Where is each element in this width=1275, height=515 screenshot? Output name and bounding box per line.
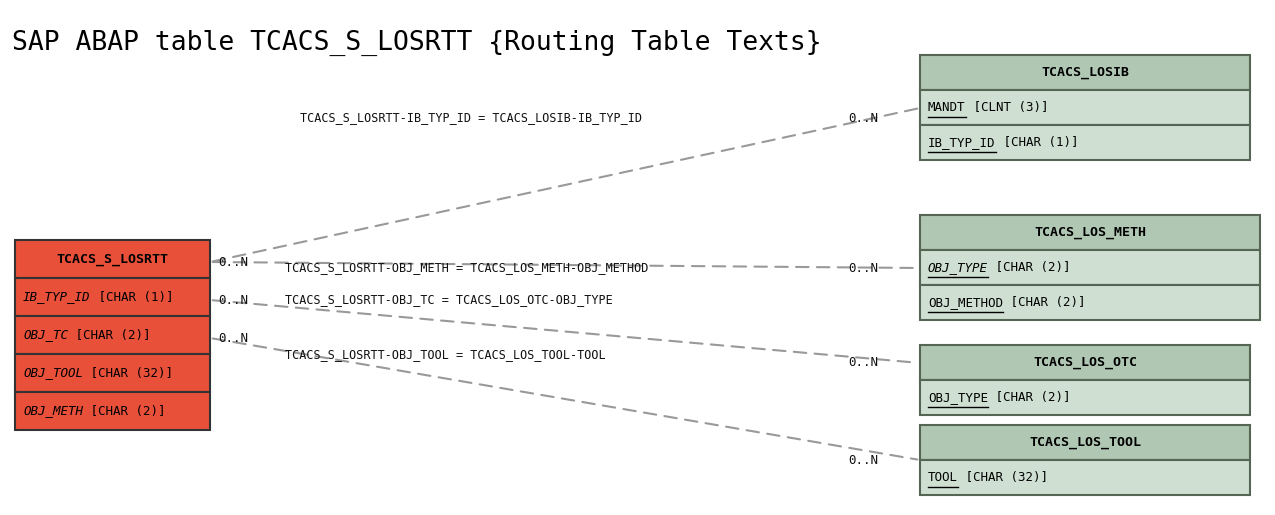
Text: IB_TYP_ID: IB_TYP_ID <box>928 136 996 149</box>
Text: MANDT: MANDT <box>928 101 965 114</box>
Text: [CLNT (3)]: [CLNT (3)] <box>965 101 1048 114</box>
FancyBboxPatch shape <box>15 240 210 278</box>
FancyBboxPatch shape <box>15 354 210 392</box>
Text: TOOL: TOOL <box>928 471 958 484</box>
FancyBboxPatch shape <box>921 125 1250 160</box>
Text: [CHAR (2)]: [CHAR (2)] <box>83 404 166 418</box>
FancyBboxPatch shape <box>15 392 210 430</box>
Text: TCACS_S_LOSRTT-OBJ_TOOL = TCACS_LOS_TOOL-TOOL: TCACS_S_LOSRTT-OBJ_TOOL = TCACS_LOS_TOOL… <box>286 349 606 362</box>
Text: TCACS_LOS_TOOL: TCACS_LOS_TOOL <box>1029 436 1141 449</box>
FancyBboxPatch shape <box>15 316 210 354</box>
FancyBboxPatch shape <box>921 215 1260 250</box>
FancyBboxPatch shape <box>921 380 1250 415</box>
Text: OBJ_METHOD: OBJ_METHOD <box>928 296 1003 309</box>
Text: TCACS_S_LOSRTT: TCACS_S_LOSRTT <box>56 252 168 266</box>
Text: TCACS_LOSIB: TCACS_LOSIB <box>1040 66 1128 79</box>
Text: 0..N: 0..N <box>848 454 878 467</box>
Text: [CHAR (2)]: [CHAR (2)] <box>988 391 1071 404</box>
Text: SAP ABAP table TCACS_S_LOSRTT {Routing Table Texts}: SAP ABAP table TCACS_S_LOSRTT {Routing T… <box>11 30 821 56</box>
Text: [CHAR (2)]: [CHAR (2)] <box>988 261 1071 274</box>
Text: TCACS_S_LOSRTT-IB_TYP_ID = TCACS_LOSIB-IB_TYP_ID: TCACS_S_LOSRTT-IB_TYP_ID = TCACS_LOSIB-I… <box>300 112 643 125</box>
Text: TCACS_LOS_METH: TCACS_LOS_METH <box>1034 226 1146 239</box>
FancyBboxPatch shape <box>921 425 1250 460</box>
Text: OBJ_TYPE: OBJ_TYPE <box>928 391 988 404</box>
FancyBboxPatch shape <box>921 250 1260 285</box>
FancyBboxPatch shape <box>921 345 1250 380</box>
Text: 0..N: 0..N <box>848 262 878 274</box>
Text: OBJ_METH: OBJ_METH <box>23 404 83 418</box>
Text: [CHAR (32)]: [CHAR (32)] <box>958 471 1048 484</box>
Text: 0..N: 0..N <box>218 255 249 268</box>
Text: IB_TYP_ID: IB_TYP_ID <box>23 290 91 303</box>
Text: 0..N: 0..N <box>848 356 878 369</box>
Text: TCACS_S_LOSRTT-OBJ_TC = TCACS_LOS_OTC-OBJ_TYPE: TCACS_S_LOSRTT-OBJ_TC = TCACS_LOS_OTC-OB… <box>286 294 613 306</box>
Text: [CHAR (2)]: [CHAR (2)] <box>1003 296 1086 309</box>
Text: [CHAR (1)]: [CHAR (1)] <box>996 136 1079 149</box>
Text: [CHAR (2)]: [CHAR (2)] <box>69 329 150 341</box>
FancyBboxPatch shape <box>921 460 1250 495</box>
FancyBboxPatch shape <box>921 285 1260 320</box>
Text: 0..N: 0..N <box>218 294 249 306</box>
Text: 0..N: 0..N <box>848 112 878 125</box>
Text: OBJ_TOOL: OBJ_TOOL <box>23 367 83 380</box>
Text: TCACS_S_LOSRTT-OBJ_METH = TCACS_LOS_METH-OBJ_METHOD: TCACS_S_LOSRTT-OBJ_METH = TCACS_LOS_METH… <box>286 262 649 274</box>
Text: [CHAR (32)]: [CHAR (32)] <box>83 367 173 380</box>
Text: TCACS_LOS_OTC: TCACS_LOS_OTC <box>1033 356 1137 369</box>
Text: OBJ_TC: OBJ_TC <box>23 329 68 341</box>
Text: 0..N: 0..N <box>218 332 249 345</box>
Text: OBJ_TYPE: OBJ_TYPE <box>928 261 988 274</box>
Text: [CHAR (1)]: [CHAR (1)] <box>91 290 173 303</box>
FancyBboxPatch shape <box>15 278 210 316</box>
FancyBboxPatch shape <box>921 55 1250 90</box>
FancyBboxPatch shape <box>921 90 1250 125</box>
